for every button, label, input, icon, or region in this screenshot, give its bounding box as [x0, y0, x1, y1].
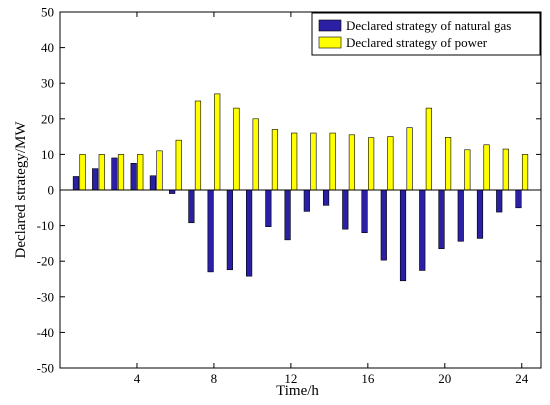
y-tick-label: 10	[41, 147, 54, 162]
y-tick-label: 0	[48, 183, 55, 198]
y-tick-label: 20	[41, 111, 54, 126]
bar-natural-gas	[438, 189, 445, 250]
bar-power	[214, 93, 221, 191]
bar-power	[98, 154, 105, 191]
bar-power	[483, 144, 490, 191]
bar-natural-gas	[303, 189, 310, 212]
y-tick-label: -30	[37, 289, 54, 304]
bar-natural-gas	[515, 189, 522, 209]
bar-power	[156, 150, 163, 191]
bar-natural-gas	[130, 163, 137, 191]
bar-natural-gas	[399, 189, 407, 282]
bar-power	[271, 129, 279, 191]
y-tick-label: 50	[41, 5, 54, 20]
bar-power	[502, 148, 509, 191]
legend-box	[311, 12, 541, 56]
bar-natural-gas	[476, 189, 484, 239]
x-tick-label: 20	[438, 371, 451, 386]
x-tick-label: 8	[211, 371, 218, 386]
bar-power	[406, 127, 413, 191]
bar-power	[329, 132, 336, 191]
bar-natural-gas	[188, 189, 195, 224]
bar-power	[175, 139, 182, 191]
bar-natural-gas	[419, 189, 426, 271]
bar-natural-gas	[111, 157, 118, 191]
bar-power	[444, 137, 452, 191]
legend: Declared strategy of natural gas Declare…	[311, 12, 541, 56]
bar-natural-gas	[361, 189, 368, 234]
x-axis-label: Time/h	[276, 383, 319, 399]
bar-natural-gas	[496, 189, 503, 213]
bar-natural-gas	[149, 175, 157, 191]
bar-natural-gas	[207, 189, 214, 273]
bars-layer	[72, 93, 529, 282]
y-tick-label: -40	[37, 325, 54, 340]
ticks-layer: -50 -40 -30 -20 -10 0 10 20 30 40 50 4 8 12 16 20 24	[37, 5, 541, 386]
bar-power	[348, 134, 355, 191]
bar-power	[387, 136, 394, 191]
y-tick-label: -10	[37, 218, 54, 233]
bar-power	[194, 100, 202, 191]
bar-power	[137, 154, 144, 191]
bar-power	[310, 132, 317, 191]
bar-natural-gas	[342, 189, 349, 230]
x-tick-label: 4	[134, 371, 141, 386]
y-axis-label: Declared strategy/MW	[13, 121, 29, 259]
bar-natural-gas	[322, 189, 330, 206]
legend-swatch-natural-gas	[318, 19, 342, 32]
bar-power	[117, 154, 125, 191]
legend-swatch-power	[318, 36, 342, 49]
legend-label-power: Declared strategy of power	[346, 35, 488, 50]
bar-natural-gas	[72, 176, 80, 191]
bar-natural-gas	[380, 189, 387, 261]
bar-natural-gas	[284, 189, 291, 241]
bar-power	[425, 107, 432, 191]
bar-power	[464, 149, 471, 191]
bar-natural-gas	[457, 189, 464, 242]
bar-power	[252, 118, 259, 191]
x-tick-label: 12	[284, 371, 297, 386]
y-tick-label: -50	[37, 361, 54, 376]
y-tick-label: 30	[41, 76, 54, 91]
y-tick-label: -20	[37, 254, 54, 269]
x-tick-label: 16	[361, 371, 375, 386]
bar-power	[233, 107, 240, 191]
bar-power	[521, 154, 529, 191]
bar-natural-gas	[246, 189, 253, 277]
bar-natural-gas	[265, 189, 272, 227]
legend-label-natural-gas: Declared strategy of natural gas	[346, 18, 511, 33]
bar-power	[291, 132, 298, 191]
x-tick-label: 24	[515, 371, 529, 386]
bar-power	[368, 137, 375, 191]
y-tick-label: 40	[41, 40, 54, 55]
bar-natural-gas	[226, 189, 233, 271]
bar-natural-gas	[169, 189, 176, 194]
bar-natural-gas	[92, 168, 99, 191]
bar-power	[79, 154, 86, 191]
